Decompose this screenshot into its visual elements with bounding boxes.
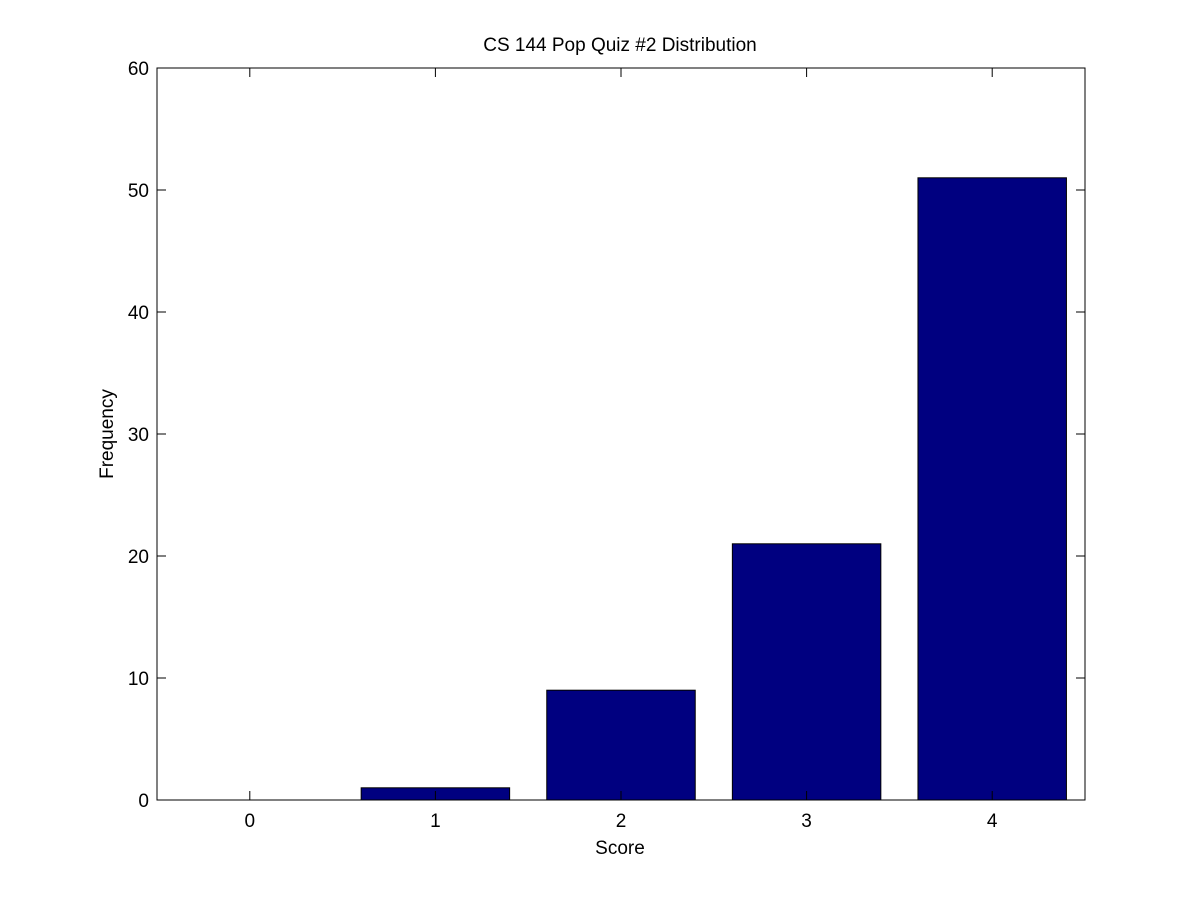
- x-axis-label: Score: [595, 838, 645, 859]
- y-tick-label: 40: [128, 303, 149, 324]
- chart-title: CS 144 Pop Quiz #2 Distribution: [483, 35, 757, 56]
- x-tick-label: 2: [616, 811, 627, 832]
- y-tick-label: 60: [128, 59, 149, 80]
- y-tick-label: 10: [128, 669, 149, 690]
- y-axis-label: Frequency: [97, 389, 118, 479]
- x-tick-label: 1: [430, 811, 441, 832]
- y-tick-label: 20: [128, 547, 149, 568]
- bar: [731, 543, 882, 801]
- x-tick-label: 0: [245, 811, 256, 832]
- y-tick-label: 0: [138, 791, 149, 812]
- y-tick-label: 30: [128, 425, 149, 446]
- x-tick-label: 4: [987, 811, 998, 832]
- bar: [917, 177, 1067, 801]
- bar: [546, 689, 696, 801]
- x-tick-label: 3: [801, 811, 812, 832]
- y-tick-label: 50: [128, 181, 149, 202]
